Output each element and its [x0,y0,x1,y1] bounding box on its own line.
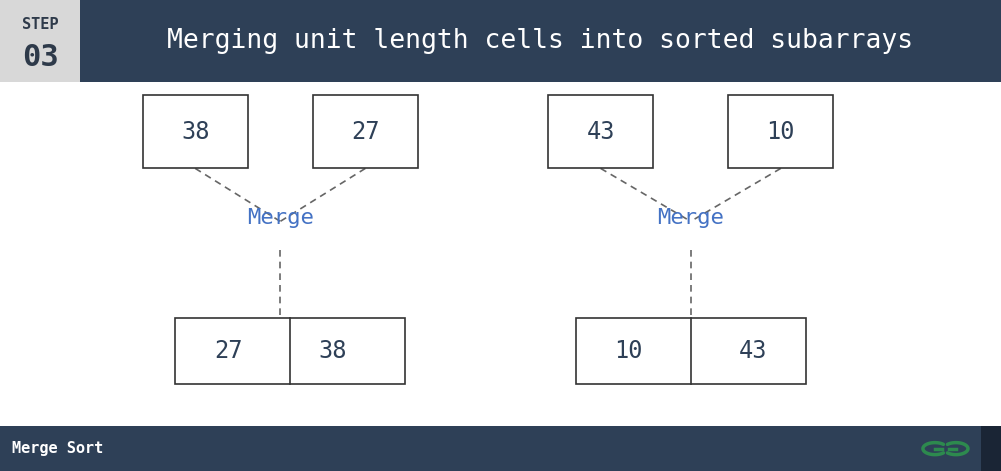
Text: Merge Sort: Merge Sort [12,441,103,456]
Bar [576,318,806,384]
Text: 38: 38 [181,120,209,144]
Bar [729,95,834,169]
Bar [312,95,418,169]
Text: 43: 43 [587,120,615,144]
Text: 03: 03 [22,43,58,72]
Bar [0,0,80,82]
Bar [0,426,1001,471]
Text: 27: 27 [214,339,242,363]
Bar [981,426,1001,471]
Text: Merge: Merge [247,209,313,228]
Text: 43: 43 [739,339,767,363]
Text: 27: 27 [351,120,379,144]
Bar [143,95,248,169]
Text: Merge: Merge [658,209,724,228]
Text: 10: 10 [767,120,795,144]
Bar [549,95,654,169]
Text: 38: 38 [318,339,346,363]
Text: 10: 10 [615,339,643,363]
Bar [0,0,1001,82]
Text: STEP: STEP [22,17,58,32]
Text: Merging unit length cells into sorted subarrays: Merging unit length cells into sorted su… [167,28,914,54]
Bar [175,318,405,384]
